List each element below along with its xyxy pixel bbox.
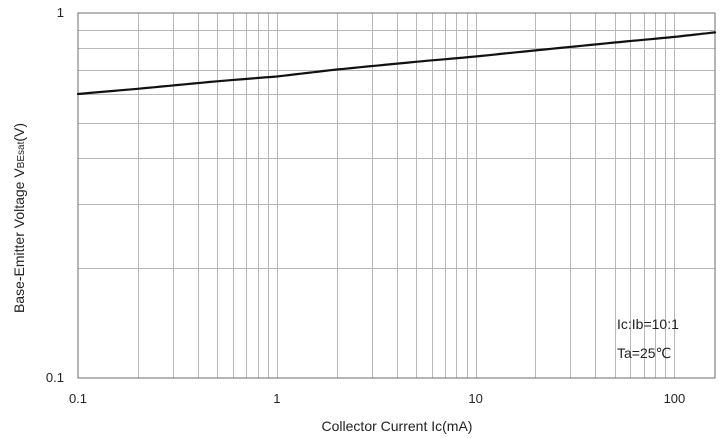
annotation-temperature: Ta=25℃: [617, 345, 671, 361]
tick-labels: 0.1 1 10 100 0.1 1: [46, 5, 685, 406]
y-axis-title-unit: (V): [11, 123, 27, 142]
y-axis-title-subscript: BEsat: [16, 141, 27, 168]
x-tick-label: 0.1: [69, 391, 87, 406]
plot-frame: [77, 12, 716, 379]
y-axis-title: Base-Emitter Voltage VBEsat(V): [11, 123, 27, 313]
y-axis-title-main: Base-Emitter Voltage V: [11, 168, 27, 313]
y-tick-label: 0.1: [46, 370, 64, 385]
series-line: [76, 31, 717, 96]
y-tick-label: 1: [57, 5, 64, 20]
annotation-ratio: Ic:Ib=10:1: [617, 316, 679, 332]
x-tick-label: 1: [273, 391, 280, 406]
grid: [78, 13, 715, 378]
x-axis-title: Collector Current Ic(mA): [322, 418, 473, 434]
x-tick-label: 10: [468, 391, 482, 406]
x-tick-label: 100: [664, 391, 686, 406]
